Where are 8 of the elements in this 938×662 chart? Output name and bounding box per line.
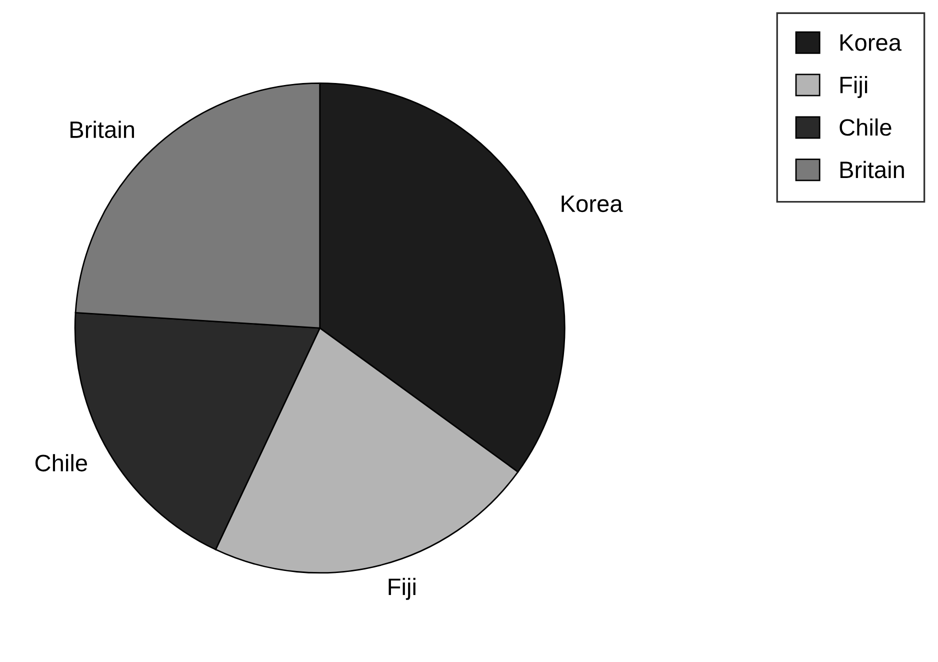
legend-label: Britain: [840, 160, 904, 178]
slice-label: Korea: [562, 196, 623, 212]
slice-label: Britain: [70, 120, 134, 138]
legend-label: Korea: [840, 34, 902, 51]
slice-label: Chile: [35, 454, 88, 472]
legend-label: Fiji: [840, 76, 868, 98]
slice-label: Fiji: [388, 578, 416, 600]
legend-label: Chile: [840, 118, 892, 136]
